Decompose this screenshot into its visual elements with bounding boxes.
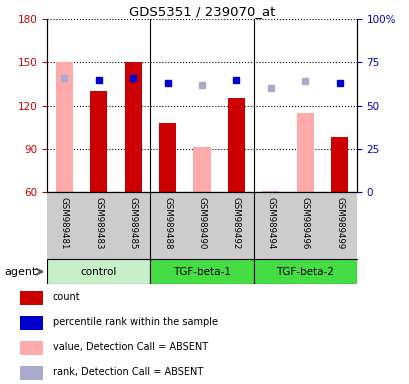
Text: GSM989488: GSM989488 bbox=[163, 197, 172, 250]
Bar bbox=[20, 341, 43, 355]
Text: value, Detection Call = ABSENT: value, Detection Call = ABSENT bbox=[53, 341, 207, 352]
Text: control: control bbox=[80, 266, 117, 277]
Text: TGF-beta-2: TGF-beta-2 bbox=[276, 266, 333, 277]
Text: GSM989485: GSM989485 bbox=[128, 197, 137, 250]
Text: GSM989499: GSM989499 bbox=[334, 197, 343, 250]
Bar bbox=[159, 123, 176, 192]
Text: GSM989494: GSM989494 bbox=[265, 197, 274, 250]
Text: rank, Detection Call = ABSENT: rank, Detection Call = ABSENT bbox=[53, 366, 202, 377]
Bar bbox=[253, 259, 356, 284]
Bar bbox=[296, 113, 313, 192]
Bar bbox=[20, 366, 43, 380]
Text: agent: agent bbox=[4, 266, 36, 277]
Bar bbox=[261, 190, 279, 192]
Bar bbox=[90, 91, 107, 192]
Text: GSM989492: GSM989492 bbox=[231, 197, 240, 250]
Text: GSM989481: GSM989481 bbox=[60, 197, 69, 250]
Bar bbox=[56, 63, 73, 192]
Bar bbox=[150, 259, 253, 284]
Bar bbox=[193, 147, 210, 192]
Bar bbox=[124, 63, 142, 192]
Text: GSM989483: GSM989483 bbox=[94, 197, 103, 250]
Title: GDS5351 / 239070_at: GDS5351 / 239070_at bbox=[128, 5, 274, 18]
Bar bbox=[20, 316, 43, 330]
Text: GSM989490: GSM989490 bbox=[197, 197, 206, 250]
Bar bbox=[227, 98, 244, 192]
Bar bbox=[330, 137, 347, 192]
Bar bbox=[47, 259, 150, 284]
Bar bbox=[20, 291, 43, 305]
Text: GSM989496: GSM989496 bbox=[300, 197, 309, 250]
Text: count: count bbox=[53, 291, 80, 302]
Text: TGF-beta-1: TGF-beta-1 bbox=[173, 266, 230, 277]
Text: percentile rank within the sample: percentile rank within the sample bbox=[53, 316, 217, 327]
